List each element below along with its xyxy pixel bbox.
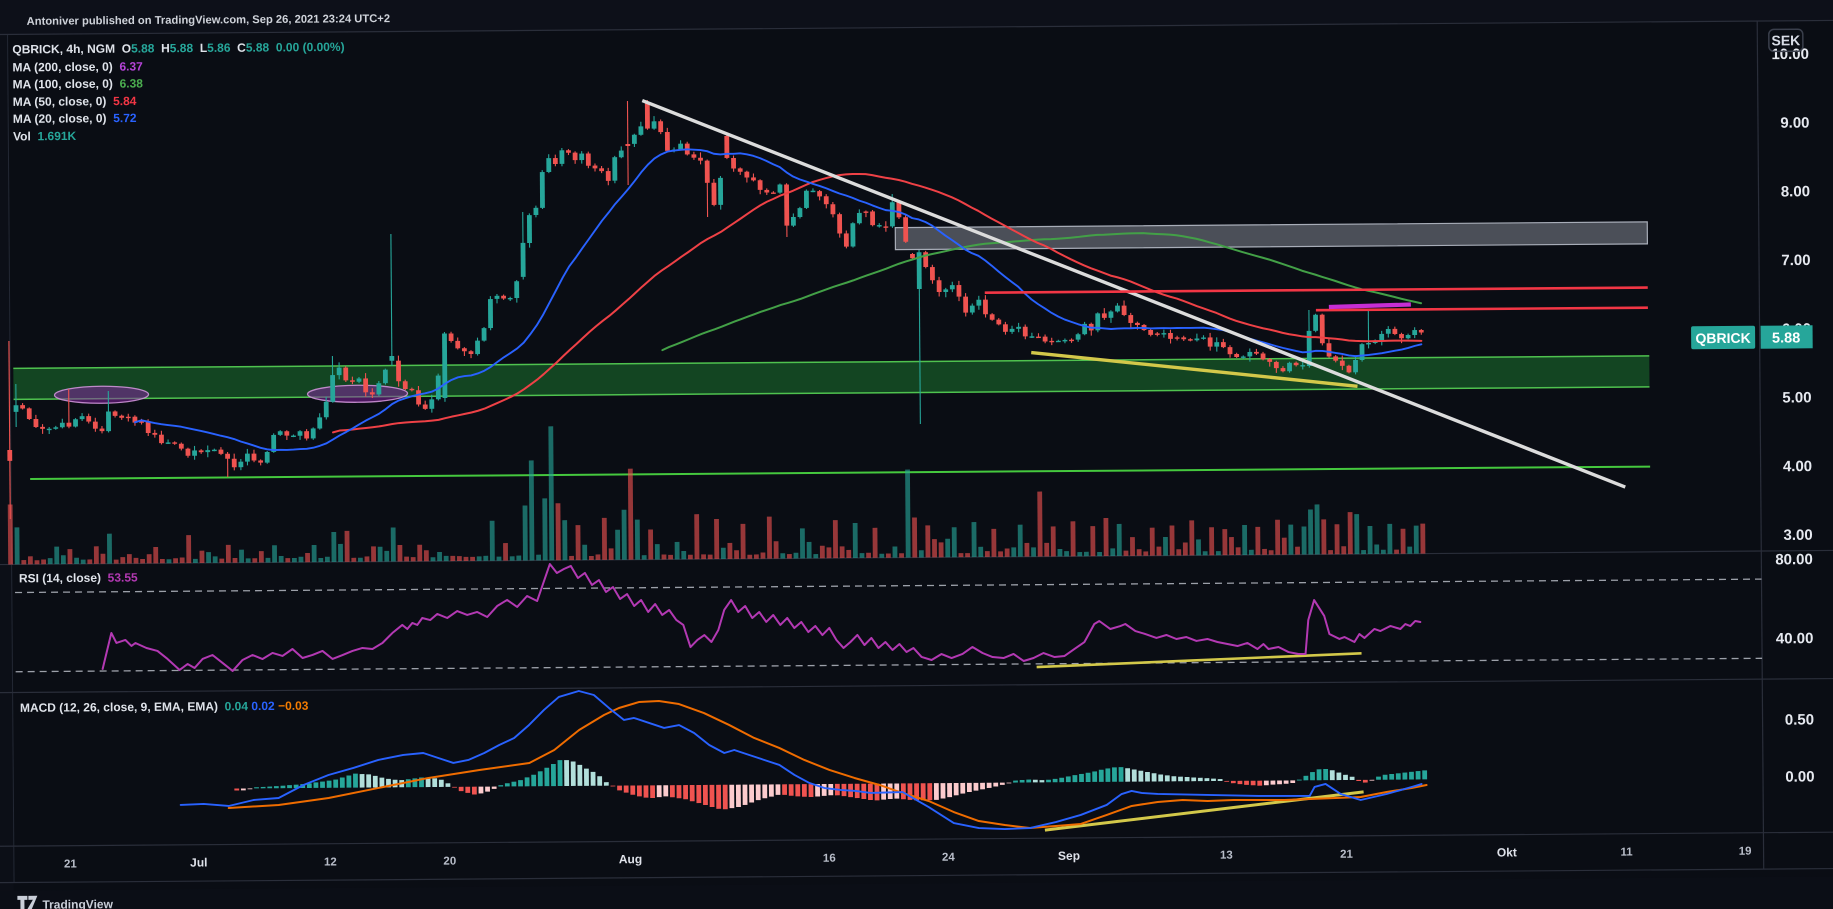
svg-text:24: 24	[942, 852, 955, 864]
svg-text:8.00: 8.00	[1781, 183, 1810, 200]
svg-text:RSI (14, close) 53.55: RSI (14, close) 53.55	[19, 570, 138, 585]
svg-text:Vol 1.691K: Vol 1.691K	[13, 129, 77, 143]
svg-text:TradingView: TradingView	[42, 897, 113, 909]
svg-text:12: 12	[324, 856, 337, 868]
svg-text:16: 16	[823, 853, 836, 865]
svg-text:3.00: 3.00	[1783, 527, 1812, 544]
svg-text:11: 11	[1620, 847, 1633, 859]
svg-text:5.00: 5.00	[1782, 389, 1811, 406]
svg-text:9.00: 9.00	[1780, 115, 1809, 132]
svg-text:Sep: Sep	[1058, 849, 1080, 863]
svg-text:7.00: 7.00	[1781, 252, 1810, 269]
svg-text:13: 13	[1220, 850, 1233, 862]
svg-text:80.00: 80.00	[1775, 551, 1813, 568]
svg-text:QBRICK: QBRICK	[1695, 330, 1750, 346]
svg-text:0.00: 0.00	[1785, 768, 1814, 785]
svg-text:Okt: Okt	[1497, 845, 1517, 859]
svg-text:Antoniver published on Trading: Antoniver published on TradingView.com, …	[27, 13, 390, 28]
svg-text:SEK: SEK	[1771, 32, 1800, 48]
svg-text:MA (200, close, 0) 6.37: MA (200, close, 0) 6.37	[12, 59, 143, 74]
svg-text:MA (100, close, 0) 6.38: MA (100, close, 0) 6.38	[13, 76, 144, 91]
svg-text:10.00: 10.00	[1771, 46, 1809, 63]
svg-text:21: 21	[64, 858, 77, 870]
svg-text:40.00: 40.00	[1776, 630, 1814, 647]
svg-text:MA (20, close, 0) 5.72: MA (20, close, 0) 5.72	[13, 111, 137, 126]
svg-text:19: 19	[1739, 846, 1752, 858]
svg-text:20: 20	[443, 856, 456, 868]
svg-text:Aug: Aug	[619, 852, 642, 866]
svg-text:4.00: 4.00	[1783, 458, 1812, 475]
svg-text:5.88: 5.88	[1772, 330, 1800, 346]
svg-text:QBRICK, 4h, NGM O5.88 H5.88: QBRICK, 4h, NGM O5.88 H5.88 L5.86 C5.88 …	[12, 40, 344, 57]
svg-text:Jul: Jul	[190, 855, 207, 869]
svg-text:MACD (12, 26, close, 9, EMA, E: MACD (12, 26, close, 9, EMA, EMA) 0.04 0…	[20, 699, 309, 715]
svg-text:21: 21	[1340, 849, 1353, 861]
svg-text:MA (50, close, 0) 5.84: MA (50, close, 0) 5.84	[13, 94, 137, 109]
svg-text:0.50: 0.50	[1785, 711, 1814, 728]
